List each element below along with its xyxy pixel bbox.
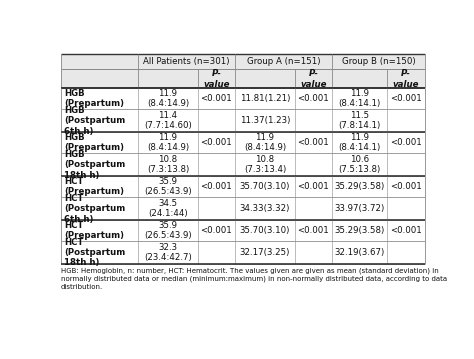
Text: 10.6
(7.5:13.8): 10.6 (7.5:13.8)	[338, 155, 381, 174]
Text: Group A (n=151): Group A (n=151)	[247, 57, 320, 66]
Text: <0.001: <0.001	[298, 94, 329, 103]
Text: <0.001: <0.001	[298, 138, 329, 147]
Text: P-
value: P- value	[300, 69, 327, 89]
Text: HCT
(Prepartum): HCT (Prepartum)	[64, 221, 124, 240]
Text: HGB
(Postpartum
6th h): HGB (Postpartum 6th h)	[64, 106, 126, 136]
Text: 32.3
(23.4:42.7): 32.3 (23.4:42.7)	[144, 243, 192, 262]
Bar	[61, 69, 425, 88]
Text: 11.9
(8.4:14.9): 11.9 (8.4:14.9)	[147, 133, 189, 153]
Text: <0.001: <0.001	[298, 182, 329, 191]
Text: <0.001: <0.001	[298, 226, 329, 235]
Text: <0.001: <0.001	[390, 94, 422, 103]
Text: P-
value: P- value	[393, 69, 419, 89]
Text: 11.4
(7.7:14.60): 11.4 (7.7:14.60)	[144, 111, 192, 130]
Bar	[61, 109, 425, 132]
Bar	[61, 176, 425, 197]
Text: <0.001: <0.001	[201, 182, 232, 191]
Bar	[61, 132, 425, 153]
Bar	[61, 153, 425, 176]
Text: 10.8
(7.3:13.8): 10.8 (7.3:13.8)	[147, 155, 189, 174]
Text: <0.001: <0.001	[201, 138, 232, 147]
Text: 11.5
(7.8:14.1): 11.5 (7.8:14.1)	[338, 111, 381, 130]
Text: HGB
(Postpartum
18th h): HGB (Postpartum 18th h)	[64, 150, 126, 180]
Text: 35.70(3.10): 35.70(3.10)	[240, 182, 290, 191]
Text: 35.70(3.10): 35.70(3.10)	[240, 226, 290, 235]
Text: <0.001: <0.001	[390, 182, 422, 191]
Bar	[61, 54, 425, 69]
Text: HGB
(Prepartum): HGB (Prepartum)	[64, 133, 124, 153]
Text: 11.9
(8.4:14.9): 11.9 (8.4:14.9)	[244, 133, 286, 153]
Text: 35.29(3.58): 35.29(3.58)	[335, 226, 385, 235]
Text: 34.33(3.32): 34.33(3.32)	[240, 204, 290, 213]
Text: HGB: Hemoglobin, n: number, HCT: Hematocrit. The values given are given as mean : HGB: Hemoglobin, n: number, HCT: Hematoc…	[61, 267, 447, 290]
Text: 11.37(1.23): 11.37(1.23)	[240, 116, 290, 125]
Bar	[61, 241, 425, 264]
Text: 33.97(3.72): 33.97(3.72)	[335, 204, 385, 213]
Text: <0.001: <0.001	[390, 226, 422, 235]
Text: <0.001: <0.001	[390, 138, 422, 147]
Text: P-
value: P- value	[203, 69, 230, 89]
Bar	[61, 220, 425, 241]
Text: 35.29(3.58): 35.29(3.58)	[335, 182, 385, 191]
Text: HCT
(Postpartum
18th h): HCT (Postpartum 18th h)	[64, 238, 126, 267]
Text: 11.81(1.21): 11.81(1.21)	[240, 94, 290, 103]
Text: 32.19(3.67): 32.19(3.67)	[335, 248, 385, 257]
Text: HGB
(Prepartum): HGB (Prepartum)	[64, 89, 124, 108]
Text: 32.17(3.25): 32.17(3.25)	[240, 248, 290, 257]
Text: 35.9
(26.5:43.9): 35.9 (26.5:43.9)	[144, 177, 192, 196]
Text: 35.9
(26.5:43.9): 35.9 (26.5:43.9)	[144, 221, 192, 240]
Text: 10.8
(7.3:13.4): 10.8 (7.3:13.4)	[244, 155, 286, 174]
Text: 11.9
(8.4:14.1): 11.9 (8.4:14.1)	[338, 133, 381, 153]
Bar	[61, 88, 425, 109]
Bar	[61, 197, 425, 220]
Text: 11.9
(8.4:14.9): 11.9 (8.4:14.9)	[147, 89, 189, 108]
Text: <0.001: <0.001	[201, 226, 232, 235]
Text: 34.5
(24.1:44): 34.5 (24.1:44)	[148, 199, 188, 218]
Text: Group B (n=150): Group B (n=150)	[342, 57, 415, 66]
Text: HCT
(Postpartum
6th h): HCT (Postpartum 6th h)	[64, 194, 126, 224]
Text: All Patients (n=301): All Patients (n=301)	[144, 57, 230, 66]
Text: 11.9
(8.4:14.1): 11.9 (8.4:14.1)	[338, 89, 381, 108]
Text: HCT
(Prepartum): HCT (Prepartum)	[64, 177, 124, 196]
Text: <0.001: <0.001	[201, 94, 232, 103]
